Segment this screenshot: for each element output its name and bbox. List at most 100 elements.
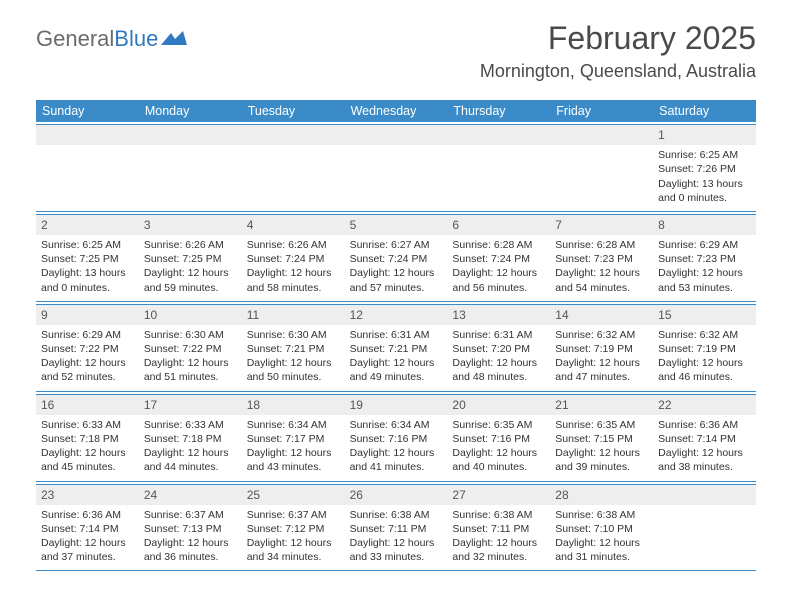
day-info: Sunrise: 6:38 AMSunset: 7:10 PMDaylight:… [552, 508, 651, 565]
sunrise: Sunrise: 6:38 AM [452, 508, 545, 522]
day-number-empty [653, 485, 756, 505]
day-number: 16 [36, 395, 139, 415]
day-cell: 12Sunrise: 6:31 AMSunset: 7:21 PMDayligh… [345, 305, 448, 391]
daylight: Daylight: 12 hours and 37 minutes. [41, 536, 134, 564]
sunset: Sunset: 7:12 PM [247, 522, 340, 536]
day-cell [550, 125, 653, 211]
day-cell: 14 Sunrise: 6:32 AMSunset: 7:19 PMDayligh… [550, 305, 653, 391]
daylight: Daylight: 12 hours and 45 minutes. [41, 446, 134, 474]
day-number: 2 [36, 215, 139, 235]
daylight: Daylight: 12 hours and 46 minutes. [658, 356, 751, 384]
day-info: Sunrise: 6:38 AMSunset: 7:11 PMDaylight:… [347, 508, 446, 565]
week-row: 2 Sunrise: 6:25 AMSunset: 7:25 PMDaylight… [36, 214, 756, 302]
day-cell: 11Sunrise: 6:30 AMSunset: 7:21 PMDayligh… [242, 305, 345, 391]
day-info: Sunrise: 6:31 AMSunset: 7:20 PMDaylight:… [449, 328, 548, 385]
day-cell: 5 Sunrise: 6:27 AMSunset: 7:24 PMDaylight… [345, 215, 448, 301]
daylight: Daylight: 12 hours and 50 minutes. [247, 356, 340, 384]
location: Mornington, Queensland, Australia [480, 61, 756, 82]
daylight: Daylight: 12 hours and 33 minutes. [350, 536, 443, 564]
day-number: 19 [345, 395, 448, 415]
sunrise: Sunrise: 6:37 AM [247, 508, 340, 522]
sunrise: Sunrise: 6:26 AM [144, 238, 237, 252]
day-info: Sunrise: 6:28 AMSunset: 7:23 PMDaylight:… [552, 238, 651, 295]
day-number: 21 [550, 395, 653, 415]
daylight: Daylight: 12 hours and 36 minutes. [144, 536, 237, 564]
day-cell: 19 Sunrise: 6:34 AMSunset: 7:16 PMDayligh… [345, 395, 448, 481]
day-header-row: SundayMondayTuesdayWednesdayThursdayFrid… [36, 100, 756, 122]
sunrise: Sunrise: 6:30 AM [247, 328, 340, 342]
daylight: Daylight: 12 hours and 53 minutes. [658, 266, 751, 294]
header: GeneralBlue February 2025 Mornington, Qu… [0, 0, 792, 92]
sunset: Sunset: 7:10 PM [555, 522, 648, 536]
sunset: Sunset: 7:11 PM [452, 522, 545, 536]
day-cell: 6Sunrise: 6:28 AMSunset: 7:24 PMDaylight… [447, 215, 550, 301]
day-cell: 21Sunrise: 6:35 AMSunset: 7:15 PMDayligh… [550, 395, 653, 481]
daylight: Daylight: 12 hours and 38 minutes. [658, 446, 751, 474]
day-number: 13 [447, 305, 550, 325]
day-cell: 17Sunrise: 6:33 AMSunset: 7:18 PMDayligh… [139, 395, 242, 481]
sunrise: Sunrise: 6:32 AM [555, 328, 648, 342]
sunrise: Sunrise: 6:36 AM [658, 418, 751, 432]
title-block: February 2025 Mornington, Queensland, Au… [480, 20, 756, 82]
logo-text-blue: Blue [114, 26, 158, 52]
sunrise: Sunrise: 6:26 AM [247, 238, 340, 252]
sunset: Sunset: 7:19 PM [658, 342, 751, 356]
sunrise: Sunrise: 6:34 AM [247, 418, 340, 432]
sunrise: Sunrise: 6:35 AM [555, 418, 648, 432]
sunset: Sunset: 7:18 PM [41, 432, 134, 446]
day-cell [36, 125, 139, 211]
logo-wave-icon [161, 31, 187, 47]
week-row: 16Sunrise: 6:33 AMSunset: 7:18 PMDayligh… [36, 394, 756, 482]
sunset: Sunset: 7:20 PM [452, 342, 545, 356]
day-header: Monday [139, 100, 242, 122]
sunset: Sunset: 7:23 PM [658, 252, 751, 266]
sunset: Sunset: 7:21 PM [350, 342, 443, 356]
sunrise: Sunrise: 6:38 AM [350, 508, 443, 522]
day-info: Sunrise: 6:34 AMSunset: 7:16 PMDaylight:… [347, 418, 446, 475]
day-info: Sunrise: 6:33 AMSunset: 7:18 PMDaylight:… [38, 418, 137, 475]
daylight: Daylight: 12 hours and 40 minutes. [452, 446, 545, 474]
day-info: Sunrise: 6:27 AMSunset: 7:24 PMDaylight:… [347, 238, 446, 295]
day-cell [447, 125, 550, 211]
day-number-empty [36, 125, 139, 145]
logo-text-general: General [36, 26, 114, 52]
sunrise: Sunrise: 6:34 AM [350, 418, 443, 432]
day-number: 14 [550, 305, 653, 325]
logo: GeneralBlue [36, 26, 187, 52]
day-cell: 16 Sunrise: 6:33 AMSunset: 7:18 PMDayligh… [36, 395, 139, 481]
day-cell: 25Sunrise: 6:37 AMSunset: 7:12 PMDayligh… [242, 485, 345, 571]
day-cell: 1 Sunrise: 6:25 AMSunset: 7:26 PMDaylight… [653, 125, 756, 211]
day-info: Sunrise: 6:29 AMSunset: 7:22 PMDaylight:… [38, 328, 137, 385]
week-row: 1 Sunrise: 6:25 AMSunset: 7:26 PMDaylight… [36, 124, 756, 212]
day-header: Saturday [653, 100, 756, 122]
day-header: Sunday [36, 100, 139, 122]
day-number: 7 [550, 215, 653, 235]
day-number: 12 [345, 305, 448, 325]
sunset: Sunset: 7:24 PM [247, 252, 340, 266]
day-cell: 18Sunrise: 6:34 AMSunset: 7:17 PMDayligh… [242, 395, 345, 481]
sunset: Sunset: 7:16 PM [350, 432, 443, 446]
day-header: Tuesday [242, 100, 345, 122]
daylight: Daylight: 12 hours and 34 minutes. [247, 536, 340, 564]
day-number: 26 [345, 485, 448, 505]
day-info: Sunrise: 6:25 AMSunset: 7:25 PMDaylight:… [38, 238, 137, 295]
sunset: Sunset: 7:22 PM [144, 342, 237, 356]
sunset: Sunset: 7:24 PM [350, 252, 443, 266]
day-info: Sunrise: 6:25 AMSunset: 7:26 PMDaylight:… [655, 148, 754, 205]
sunrise: Sunrise: 6:36 AM [41, 508, 134, 522]
sunset: Sunset: 7:11 PM [350, 522, 443, 536]
sunrise: Sunrise: 6:35 AM [452, 418, 545, 432]
sunrise: Sunrise: 6:37 AM [144, 508, 237, 522]
daylight: Daylight: 12 hours and 51 minutes. [144, 356, 237, 384]
sunset: Sunset: 7:16 PM [452, 432, 545, 446]
day-number: 27 [447, 485, 550, 505]
daylight: Daylight: 13 hours and 0 minutes. [41, 266, 134, 294]
day-info: Sunrise: 6:26 AMSunset: 7:25 PMDaylight:… [141, 238, 240, 295]
day-number: 5 [345, 215, 448, 235]
day-info: Sunrise: 6:26 AMSunset: 7:24 PMDaylight:… [244, 238, 343, 295]
day-number: 1 [653, 125, 756, 145]
calendar: SundayMondayTuesdayWednesdayThursdayFrid… [36, 100, 756, 571]
day-info: Sunrise: 6:33 AMSunset: 7:18 PMDaylight:… [141, 418, 240, 475]
day-info: Sunrise: 6:35 AMSunset: 7:16 PMDaylight:… [449, 418, 548, 475]
day-info: Sunrise: 6:32 AMSunset: 7:19 PMDaylight:… [552, 328, 651, 385]
